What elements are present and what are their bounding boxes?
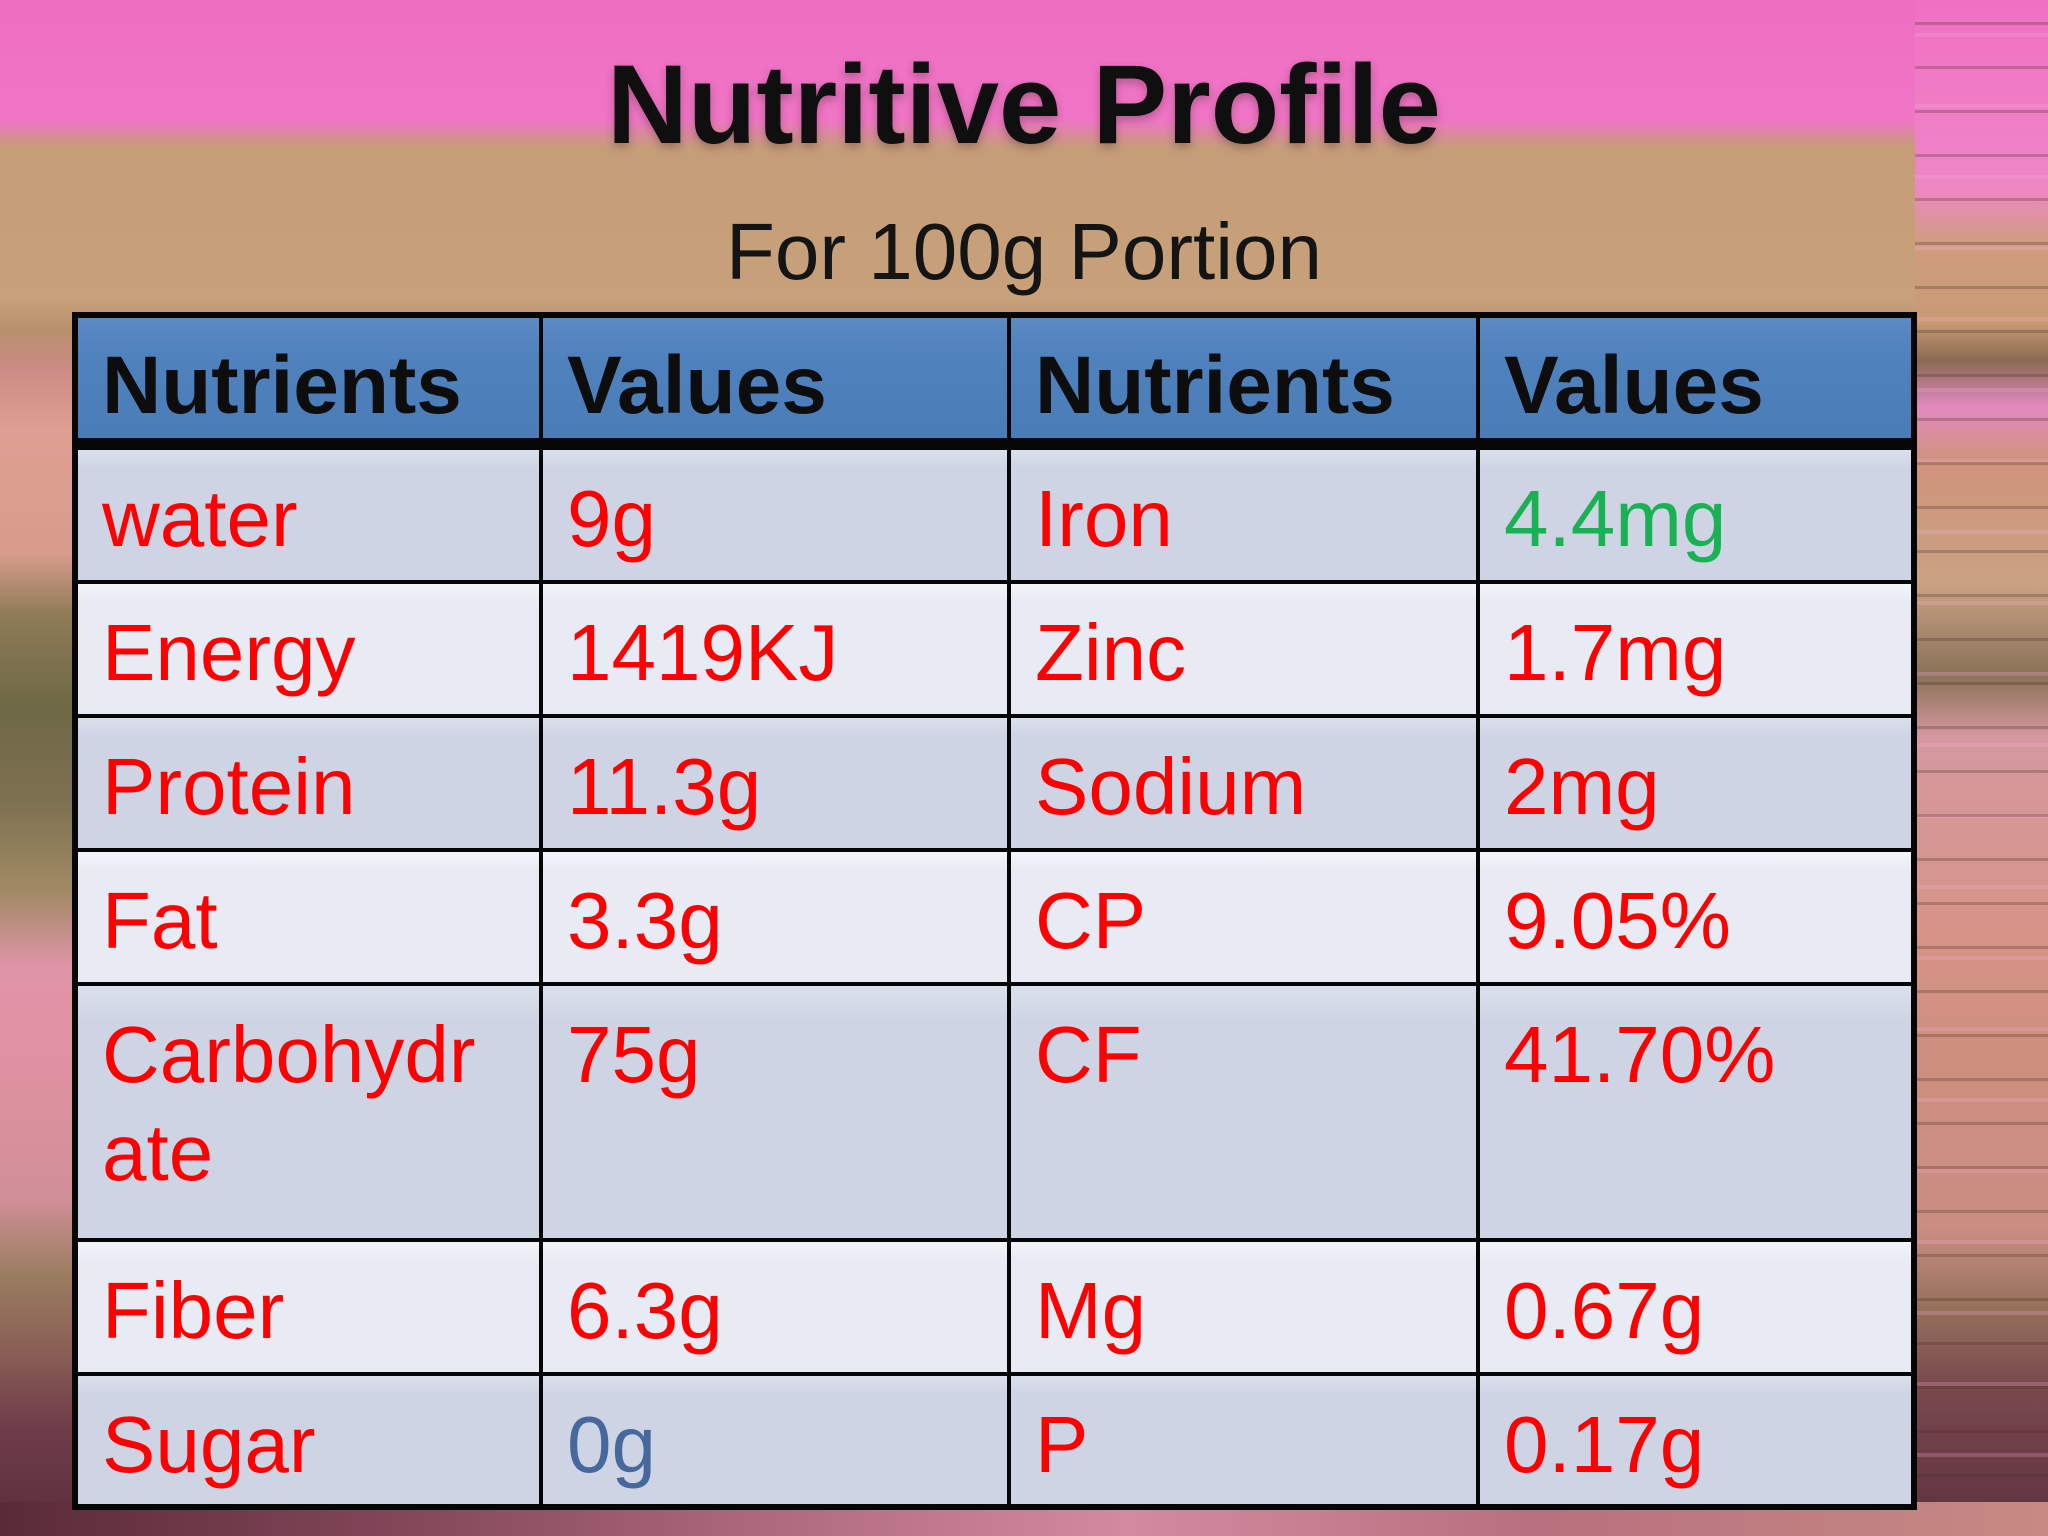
- table-cell: 6.3g: [543, 1242, 1011, 1372]
- table-cell: 41.70%: [1504, 1010, 1776, 1099]
- table-cell: Iron: [1011, 450, 1480, 580]
- table-row: Energy 1419KJ Zinc 1.7mg: [78, 584, 1911, 718]
- table-cell: 0g: [543, 1376, 1011, 1504]
- slide-subtitle: For 100g Portion: [726, 207, 1322, 296]
- table-cell: 3.3g: [543, 852, 1011, 982]
- table-row: Sugar 0g P 0.17g: [78, 1376, 1911, 1504]
- table-cell: Mg: [1011, 1242, 1480, 1372]
- table-cell: 75g: [543, 986, 1011, 1238]
- nutritive-profile-table: Nutrients Values Nutrients Values water …: [72, 312, 1917, 1510]
- table-row: Fiber 6.3g Mg 0.67g: [78, 1242, 1911, 1376]
- header-cell-values-left: Values: [543, 318, 1011, 438]
- table-cell: Energy: [78, 584, 543, 714]
- table-cell: water: [78, 450, 543, 580]
- header-cell-nutrients-left: Nutrients: [78, 318, 543, 438]
- table-cell: CF: [1011, 986, 1480, 1238]
- table-cell: Sodium: [1011, 718, 1480, 848]
- table-header-row: Nutrients Values Nutrients Values: [78, 318, 1911, 450]
- table-cell: 1.7mg: [1504, 608, 1727, 697]
- header-cell-values-right: Values: [1504, 340, 1764, 431]
- table-cell: 4.4mg: [1504, 474, 1727, 563]
- table-cell: Carbohydrate: [78, 986, 543, 1238]
- table-cell: 0.17g: [1504, 1400, 1705, 1489]
- table-cell: 9g: [543, 450, 1011, 580]
- table-cell: Fat: [78, 852, 543, 982]
- table-cell: 11.3g: [543, 718, 1011, 848]
- table-row: Fat 3.3g CP 9.05%: [78, 852, 1911, 986]
- table-cell: Zinc: [1011, 584, 1480, 714]
- table-cell: Protein: [78, 718, 543, 848]
- table-cell: P: [1011, 1376, 1480, 1504]
- table-row: Protein 11.3g Sodium 2mg: [78, 718, 1911, 852]
- table-cell: CP: [1011, 852, 1480, 982]
- header-cell-nutrients-right: Nutrients: [1011, 318, 1480, 438]
- table-cell: 2mg: [1504, 742, 1660, 831]
- slide-title: Nutritive Profile: [607, 42, 1441, 167]
- table-row: Carbohydrate 75g CF 41.70%: [78, 986, 1911, 1242]
- table-cell: Sugar: [78, 1376, 543, 1504]
- table-cell: 1419KJ: [543, 584, 1011, 714]
- table-cell: 9.05%: [1504, 876, 1731, 965]
- table-cell: 0.67g: [1504, 1266, 1705, 1355]
- table-cell: Fiber: [78, 1242, 543, 1372]
- background-right-streaks: [1915, 0, 2048, 1536]
- table-row: water 9g Iron 4.4mg: [78, 450, 1911, 584]
